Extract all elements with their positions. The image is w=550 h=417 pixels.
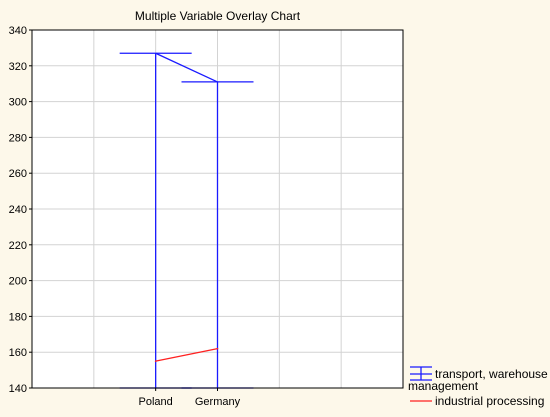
legend-label-transport-line2: management <box>408 379 479 393</box>
legend-label-industrial: industrial processing <box>435 394 544 408</box>
y-tick-label: 340 <box>9 25 27 37</box>
data-point <box>154 360 157 362</box>
high-connector-line <box>155 52 218 83</box>
series-industrial-processing <box>154 347 219 362</box>
y-tick-label: 260 <box>9 168 27 180</box>
y-tick-label: 300 <box>9 97 27 109</box>
legend: transport, warehousemanagementindustrial… <box>408 366 548 408</box>
axes: 140 160 180 200 220 240 260 280 300 320 340 Poland G… <box>9 25 241 408</box>
y-tick-label: 320 <box>9 61 27 73</box>
y-tick-label: 140 <box>9 383 27 395</box>
series-line <box>155 347 218 362</box>
y-tick-label: 180 <box>9 311 27 323</box>
chart-title: Multiple Variable Overlay Chart <box>135 9 301 23</box>
x-tick-label: Poland <box>139 396 173 408</box>
y-tick-label: 280 <box>9 132 27 144</box>
x-tick-label: Germany <box>195 396 241 408</box>
legend-label-transport: transport, warehouse <box>435 367 548 381</box>
data-point <box>216 347 219 350</box>
y-tick-label: 240 <box>9 204 27 216</box>
y-tick-label: 220 <box>9 240 27 252</box>
y-tick-label: 200 <box>9 276 27 288</box>
y-tick-label: 160 <box>9 347 27 359</box>
